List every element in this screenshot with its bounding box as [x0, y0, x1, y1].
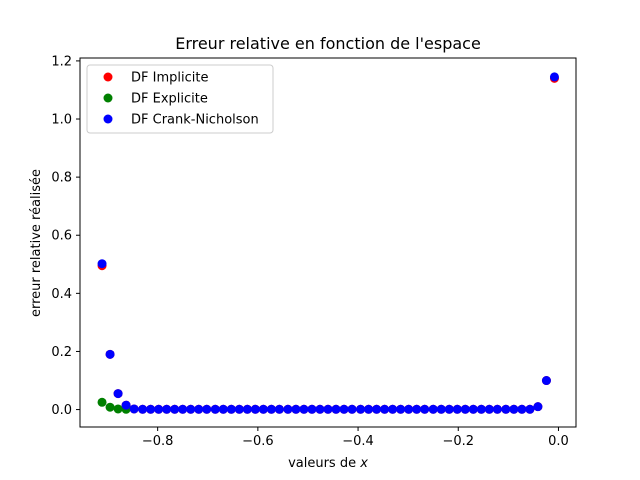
data-point — [331, 404, 341, 414]
data-point — [347, 404, 357, 414]
data-point — [105, 402, 115, 412]
x-tick-label: −0.4 — [342, 434, 374, 449]
data-point — [178, 404, 188, 414]
data-point — [242, 404, 252, 414]
y-axis: 0.0 0.2 0.4 0.6 0.8 1.0 1.2 — [51, 54, 80, 418]
y-tick-label: 0.0 — [51, 403, 72, 418]
y-tick-label: 0.4 — [51, 287, 72, 302]
data-point — [113, 389, 123, 399]
data-point — [364, 404, 374, 414]
legend-marker — [103, 93, 113, 103]
data-point — [396, 404, 406, 414]
data-point — [404, 404, 414, 414]
data-point — [274, 404, 284, 414]
legend-marker — [103, 114, 113, 124]
data-point — [380, 404, 390, 414]
x-tick-label: −0.6 — [242, 434, 274, 449]
data-point — [154, 404, 164, 414]
data-point — [218, 404, 228, 414]
data-point — [388, 404, 398, 414]
data-point — [412, 404, 422, 414]
data-point — [234, 404, 244, 414]
data-point — [541, 376, 551, 386]
data-point — [517, 404, 527, 414]
legend: DF Implicite DF Explicite DF Crank-Nichols… — [86, 64, 274, 134]
data-point — [525, 404, 535, 414]
data-point — [356, 404, 366, 414]
y-tick-label: 0.6 — [51, 229, 72, 244]
data-point — [501, 404, 511, 414]
data-marks — [97, 72, 559, 414]
data-point — [266, 404, 276, 414]
chart-title: Erreur relative en fonction de l'espace — [175, 34, 481, 53]
data-point — [210, 404, 220, 414]
data-point — [291, 404, 301, 414]
x-tick-label: −0.8 — [142, 434, 174, 449]
data-point — [307, 404, 317, 414]
data-point — [533, 402, 543, 412]
data-point — [113, 404, 123, 414]
data-point — [97, 259, 107, 269]
data-point — [476, 404, 486, 414]
x-tick-label: −0.2 — [442, 434, 474, 449]
data-point — [460, 404, 470, 414]
data-point — [549, 72, 559, 82]
y-tick-label: 1.0 — [51, 113, 72, 128]
data-point — [372, 404, 382, 414]
x-axis: −0.8 −0.6 −0.4 −0.2 0.0 — [142, 427, 569, 449]
plot-frame — [79, 57, 577, 428]
data-point — [436, 404, 446, 414]
legend-label: DF Crank-Nicholson — [131, 113, 259, 128]
data-point — [138, 404, 148, 414]
data-point — [299, 404, 309, 414]
y-tick-label: 0.8 — [51, 171, 72, 186]
data-point — [202, 404, 212, 414]
data-point — [420, 404, 430, 414]
data-point — [315, 404, 325, 414]
data-point — [492, 404, 502, 414]
legend-label: DF Implicite — [131, 71, 208, 86]
data-point — [323, 404, 333, 414]
data-point — [452, 404, 462, 414]
data-point — [129, 404, 139, 414]
x-axis-title: valeurs de x — [288, 456, 368, 471]
data-point — [170, 404, 180, 414]
legend-marker — [103, 72, 113, 82]
legend-frame — [86, 64, 274, 134]
data-point — [162, 404, 172, 414]
data-point — [468, 404, 478, 414]
data-point — [339, 404, 349, 414]
data-point — [258, 404, 268, 414]
data-point — [105, 349, 115, 359]
y-tick-label: 0.2 — [51, 345, 72, 360]
data-point — [250, 404, 260, 414]
y-axis-title: erreur relative réalisée — [29, 169, 44, 317]
data-point — [428, 404, 438, 414]
data-point — [509, 404, 519, 414]
data-point — [146, 404, 156, 414]
data-point — [226, 404, 236, 414]
data-point — [283, 404, 293, 414]
y-tick-label: 1.2 — [51, 54, 72, 69]
data-point — [484, 404, 494, 414]
data-point — [121, 400, 131, 410]
data-point — [186, 404, 196, 414]
legend-label: DF Explicite — [131, 92, 208, 107]
data-point — [97, 397, 107, 407]
data-point — [444, 404, 454, 414]
series-df-crank-nicholson — [97, 72, 559, 414]
x-tick-label: 0.0 — [548, 434, 569, 449]
data-point — [194, 404, 204, 414]
